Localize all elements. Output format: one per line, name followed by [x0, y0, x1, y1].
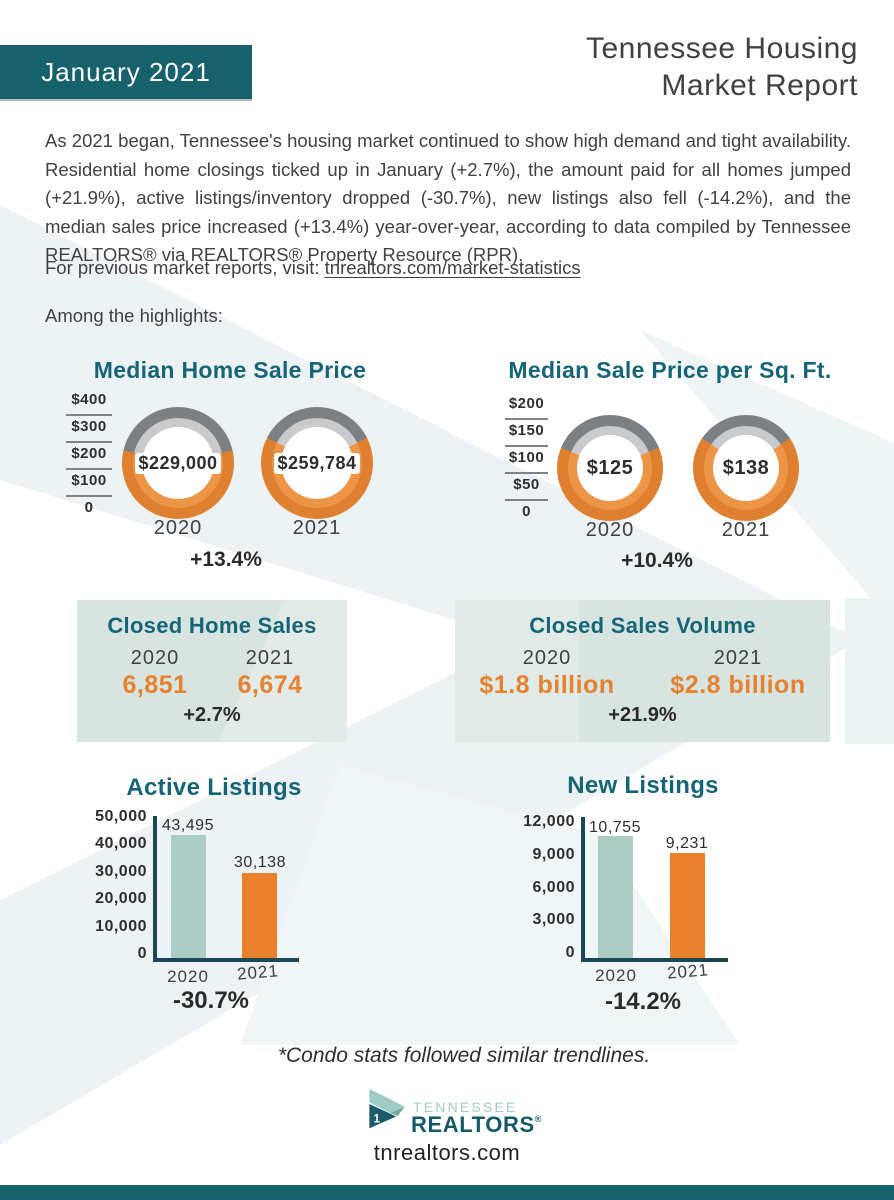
page-title: Tennessee Housing Market Report [586, 30, 858, 104]
date-banner-label: January 2021 [41, 56, 211, 87]
change-median-price-sqft: +10.4% [621, 549, 693, 572]
closed-home-sales-box: Closed Home Sales 2020 2021 6,851 6,674 … [77, 600, 347, 742]
bar-value-label: 43,495 [162, 817, 214, 834]
year-label-2021: 2021 [721, 519, 771, 541]
page-title-line2: Market Report [661, 69, 858, 102]
box-year-2020: 2020 [130, 647, 180, 669]
donut-hole: $259,784 [274, 427, 360, 499]
y-tick: 10,000 [95, 917, 147, 935]
intro-paragraph: As 2021 began, Tennessee's housing marke… [45, 130, 851, 266]
y-tick: 30,000 [95, 862, 147, 880]
bar-2021-active-listings [242, 873, 277, 958]
bar-2020-new-listings [598, 836, 633, 958]
bar-value-label: 10,755 [589, 819, 641, 836]
box-year-2021: 2021 [245, 647, 295, 669]
registered-mark: ® [534, 1113, 543, 1124]
website-text: tnrealtors.com [373, 1140, 521, 1165]
bar-value-label: 30,138 [234, 854, 286, 871]
y-tick: $100 [66, 473, 112, 500]
x-axis-line [153, 958, 299, 962]
year-label-2020: 2020 [585, 519, 635, 541]
y-tick: 0 [522, 503, 531, 520]
year-label-2020: 2020 [153, 517, 203, 539]
y-tick: $150 [505, 423, 548, 450]
x-category-2020: 2020 [167, 967, 209, 986]
donut-2020-price-sqft: $125 [557, 415, 663, 521]
y-tick: $300 [66, 419, 112, 446]
logo-realtors-text: REALTORS® [411, 1112, 543, 1137]
bar-value-label: 9,231 [665, 835, 709, 852]
box-year-2020: 2020 [522, 647, 572, 669]
y-tick: $200 [505, 396, 548, 423]
donut-hole: $125 [577, 435, 643, 501]
page-title-line1: Tennessee Housing [585, 32, 858, 65]
change-active-listings: -30.7% [172, 987, 250, 1014]
y-axis-line [153, 816, 157, 962]
y-axis-new-listings: 12,000 9,000 6,000 3,000 0 [508, 806, 575, 970]
condo-footnote: *Condo stats followed similar trendlines… [277, 1044, 651, 1067]
y-tick: 0 [137, 944, 147, 962]
closed-sales-volume-box: Closed Sales Volume 2020 2021 $1.8 billi… [455, 600, 830, 742]
tennessee-realtors-logo-icon: 1 [369, 1088, 405, 1129]
y-axis-line [581, 817, 585, 962]
logo-tennessee-text: TENNESSEE [413, 1099, 518, 1115]
donut-2021-price-sqft: $138 [693, 415, 799, 521]
y-tick: 6,000 [532, 878, 575, 896]
y-axis-active-listings: 50,000 40,000 30,000 20,000 10,000 0 [80, 803, 147, 967]
y-tick: 12,000 [523, 813, 575, 830]
y-tick: 9,000 [532, 845, 575, 863]
chart-title-median-home-sale-price: Median Home Sale Price [93, 357, 367, 383]
donut-hole: $138 [713, 435, 779, 501]
market-statistics-link[interactable]: tnrealtors.com/market-statistics [324, 257, 581, 278]
change-new-listings: -14.2% [604, 988, 682, 1015]
donut-value: $125 [583, 456, 637, 480]
date-banner: January 2021 [0, 45, 252, 99]
x-axis-line [581, 958, 728, 962]
y-tick: 50,000 [95, 808, 147, 825]
chart-title-median-price-sqft: Median Sale Price per Sq. Ft. [508, 357, 832, 383]
box-title: Closed Home Sales [107, 613, 317, 638]
y-tick: 3,000 [532, 911, 575, 929]
x-category-2021: 2021 [666, 960, 710, 983]
box-change: +2.7% [183, 704, 241, 726]
donut-hole: $229,000 [135, 427, 221, 499]
box-value-2021: 6,674 [237, 671, 303, 699]
box-title: Closed Sales Volume [529, 613, 756, 638]
svg-text:1: 1 [374, 1112, 381, 1125]
bar-2020-active-listings [171, 835, 206, 958]
y-tick: 0 [84, 499, 94, 516]
chart-title-active-listings: Active Listings [126, 774, 302, 801]
highlights-label: Among the highlights: [45, 305, 223, 326]
previous-reports-label: For previous market reports, visit: [45, 257, 320, 278]
y-tick: 40,000 [95, 835, 147, 853]
donut-value: $138 [719, 456, 773, 480]
donut-2020-median-sale-price: $229,000 [122, 407, 234, 519]
y-tick: 0 [565, 944, 575, 962]
box-value-2021: $2.8 billion [670, 671, 806, 699]
y-axis-median-price-sqft: $200 $150 $100 $50 0 [505, 396, 548, 531]
donut-value: $229,000 [135, 452, 221, 474]
y-axis-median-home-sale-price: $400 $300 $200 $100 0 [66, 392, 112, 527]
footer-bar [0, 1185, 894, 1200]
x-category-2021: 2021 [236, 961, 280, 984]
box-change: +21.9% [608, 704, 677, 726]
box-value-2020: $1.8 billion [479, 671, 615, 699]
y-tick: 20,000 [95, 890, 147, 908]
box-value-2020: 6,851 [122, 671, 188, 699]
donut-2021-median-sale-price: $259,784 [261, 407, 373, 519]
bar-2021-new-listings [670, 853, 705, 958]
y-tick: $50 [505, 477, 548, 504]
box-year-2021: 2021 [713, 647, 763, 669]
previous-reports-line: For previous market reports, visit: tnre… [45, 257, 581, 279]
y-tick: $100 [505, 450, 548, 477]
change-median-home-sale-price: +13.4% [190, 548, 262, 571]
donut-value: $259,784 [274, 452, 360, 474]
chart-title-new-listings: New Listings [567, 772, 719, 799]
y-tick: $200 [66, 446, 112, 473]
y-tick: $400 [66, 392, 112, 419]
year-label-2021: 2021 [292, 517, 342, 539]
x-category-2020: 2020 [595, 966, 637, 985]
